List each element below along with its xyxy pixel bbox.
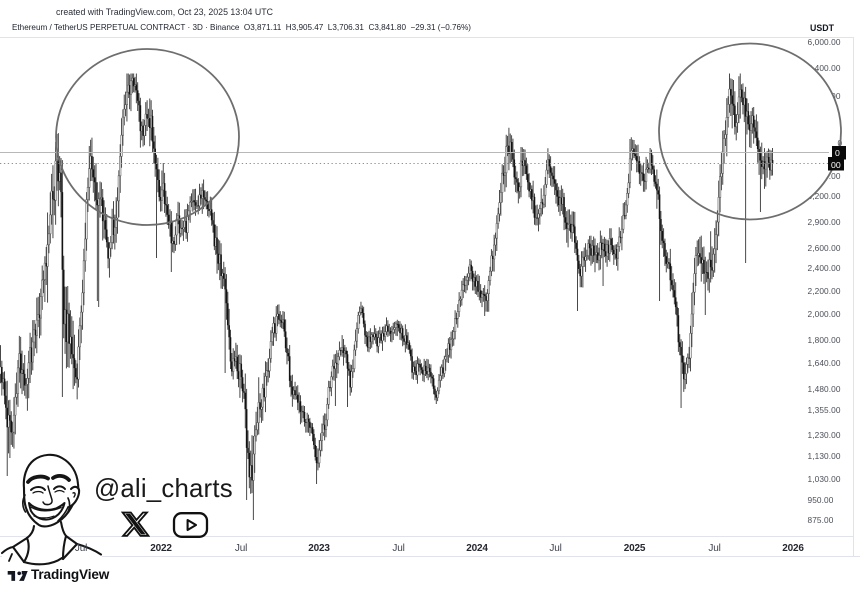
svg-text:00: 00 [831, 160, 841, 170]
svg-text:0: 0 [835, 148, 840, 158]
